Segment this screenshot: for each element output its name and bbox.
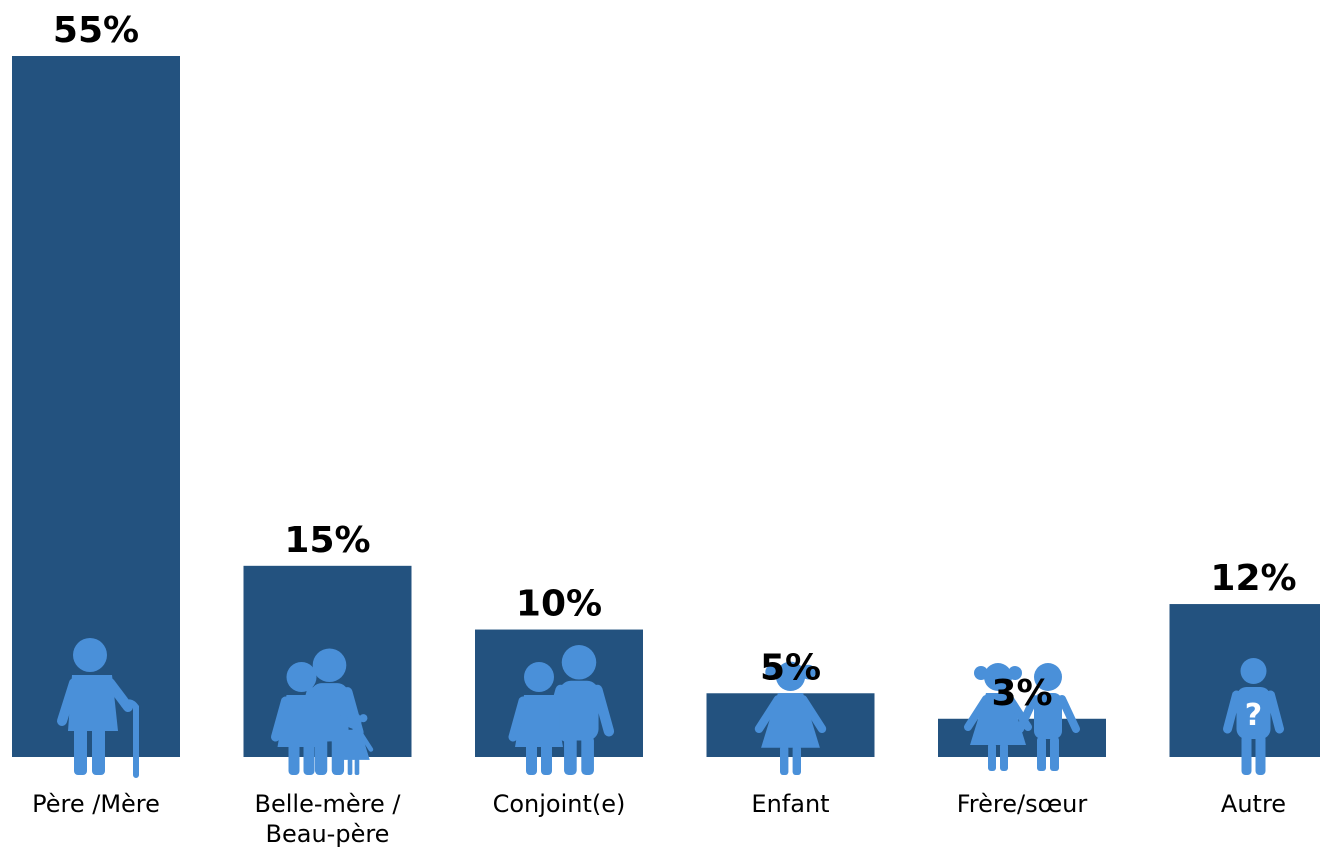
icons-layer: ? xyxy=(57,638,1284,778)
girl-child-icon xyxy=(754,661,827,775)
family-couple-with-child-icon xyxy=(271,648,374,775)
couple-icon xyxy=(508,645,615,775)
category-label-1: Père /Mère xyxy=(32,790,160,818)
value-label-5: 3% xyxy=(991,673,1052,714)
value-label-1: 55% xyxy=(53,10,139,51)
value-label-6: 12% xyxy=(1210,558,1296,599)
category-label-6: Autre xyxy=(1221,790,1286,818)
bars-layer xyxy=(12,56,1320,757)
category-label-2: Belle-mère / Beau-père xyxy=(255,790,402,848)
svg-text:?: ? xyxy=(1245,698,1262,733)
value-label-4: 5% xyxy=(760,647,821,688)
value-label-3: 10% xyxy=(516,584,602,625)
elderly-person-with-cane-icon xyxy=(57,638,139,778)
category-label-4: Enfant xyxy=(751,790,829,818)
category-labels-layer: Père /Mère Belle-mère / Beau-père Conjoint(… xyxy=(32,790,1286,848)
value-label-2: 15% xyxy=(284,520,370,561)
siblings-icon xyxy=(964,663,1080,771)
value-labels-layer: 55% 15% 10% 5% 3% 12% xyxy=(53,10,1297,714)
category-label-3: Conjoint(e) xyxy=(493,790,626,818)
question-mark-person-icon: ? xyxy=(1223,658,1284,775)
category-label-5: Frère/sœur xyxy=(957,790,1088,818)
